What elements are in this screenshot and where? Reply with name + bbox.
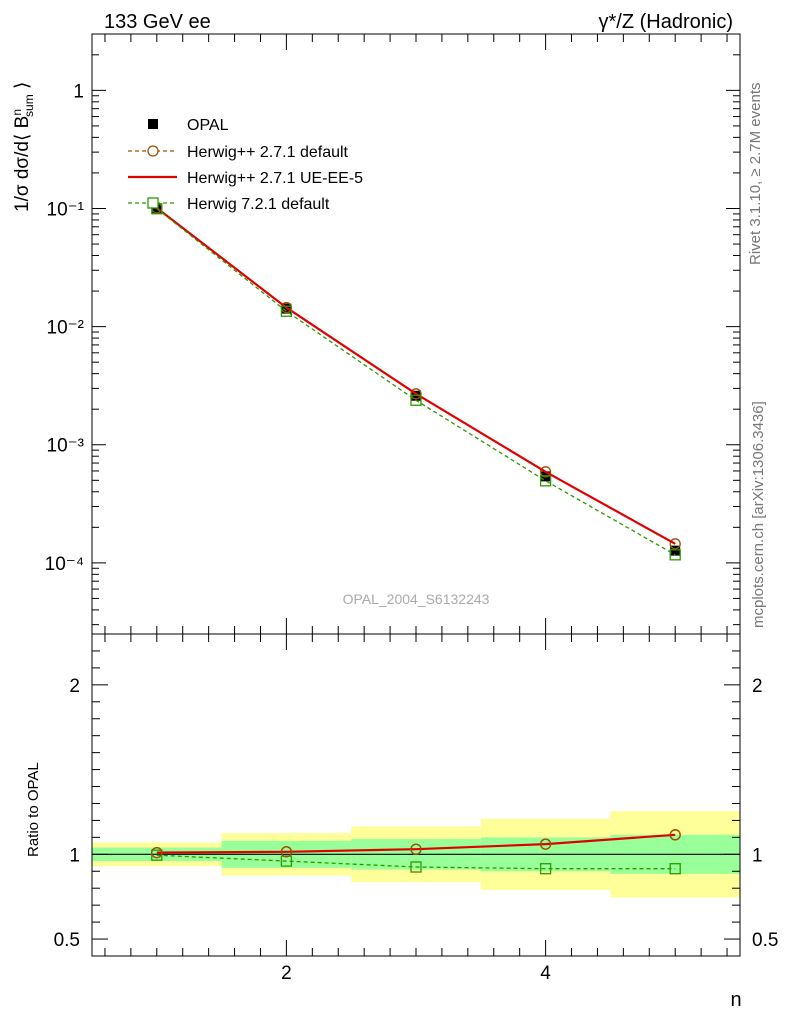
- ratio-xlabel: n: [730, 989, 741, 1011]
- y-tick-label: 10⁻³: [47, 436, 85, 457]
- ratio-point-herwig7-default: [280, 855, 293, 867]
- main-ylabel: 1/σ dσ/d⟨ Bnsum ⟩: [10, 82, 36, 212]
- ratio-y-tick-label: 2: [69, 676, 80, 697]
- ratio-y-tick-label: 1: [69, 845, 80, 866]
- series-line-herwig7-default: [156, 208, 676, 556]
- legend-marker-herwig7-default: [147, 197, 159, 209]
- x-tick-label: 2: [281, 963, 292, 984]
- main-panel: 1 10⁻¹ 10⁻² 10⁻³ 10⁻⁴ OPAL_2004_S6132243 OPA…: [45, 33, 741, 635]
- ratio-y-tick-label-right: 0.5: [752, 930, 778, 951]
- legend: OPAL Herwig++ 2.7.1 default Herwig++ 2.7.1…: [128, 117, 363, 213]
- data-point-herwig7-default: [669, 549, 681, 561]
- legend-label: OPAL: [187, 117, 229, 134]
- data-point-herwig7-default: [410, 394, 422, 406]
- data-point-herwigpp-default: [669, 538, 681, 550]
- ratio-point-herwig7-default: [539, 863, 552, 875]
- ratio-point-herwigpp-default: [410, 843, 422, 855]
- legend-marker-herwigpp-default: [147, 145, 159, 157]
- y-tick-label: 10⁻²: [47, 318, 85, 339]
- ratio-point-herwigpp-default: [280, 846, 293, 858]
- ratio-frame: [91, 633, 741, 957]
- x-tick-label: 4: [540, 963, 551, 984]
- data-point-opal: [670, 545, 681, 556]
- legend-label: Herwig 7.2.1 default: [187, 196, 330, 213]
- legend-label: Herwig++ 2.7.1 UE-EE-5: [187, 170, 363, 187]
- process-label: γ*/Z (Hadronic): [599, 11, 733, 33]
- ratio-line-ue-ee-5: [156, 833, 676, 854]
- y-tick-label: 10⁻¹: [47, 199, 85, 220]
- ratio-ylabel: Ratio to OPAL: [25, 762, 42, 857]
- ratio-point-herwig7-default: [669, 863, 681, 875]
- data-point-herwig7-default: [539, 475, 552, 487]
- y-tick-label: 10⁻⁴: [45, 554, 84, 575]
- data-point-herwigpp-default: [410, 388, 422, 400]
- legend-marker-opal: [148, 119, 158, 129]
- energy-label: 133 GeV ee: [104, 11, 211, 33]
- series-line-herwigpp-default: [156, 207, 676, 545]
- ratio-y-tick-label-right: 2: [752, 676, 763, 697]
- y-tick-label: 1: [73, 81, 84, 102]
- ratio-point-herwigpp-default: [539, 838, 552, 850]
- rivet-label: Rivet 3.1.10, ≥ 2.7M events: [747, 83, 764, 266]
- series-line-ue-ee-5: [156, 207, 676, 545]
- ratio-point-herwig7-default: [410, 861, 422, 873]
- data-point-herwig7-default: [280, 305, 293, 317]
- ratio-panel: 0.5 0.5 1 1 2 2 2 4: [54, 633, 778, 984]
- ratio-point-herwigpp-default: [151, 846, 163, 859]
- ratio-y-tick-label-right: 1: [752, 845, 763, 866]
- legend-label: Herwig++ 2.7.1 default: [187, 144, 349, 161]
- ratio-y-tick-label: 0.5: [54, 930, 80, 951]
- analysis-label: OPAL_2004_S6132243: [343, 591, 490, 607]
- data-point-herwigpp-default: [539, 466, 552, 478]
- ratio-line-herwig7-default: [156, 854, 676, 870]
- mcplots-label: mcplots.cern.ch [arXiv:1306.3436]: [750, 401, 767, 628]
- ratio-point-herwigpp-default: [669, 829, 681, 841]
